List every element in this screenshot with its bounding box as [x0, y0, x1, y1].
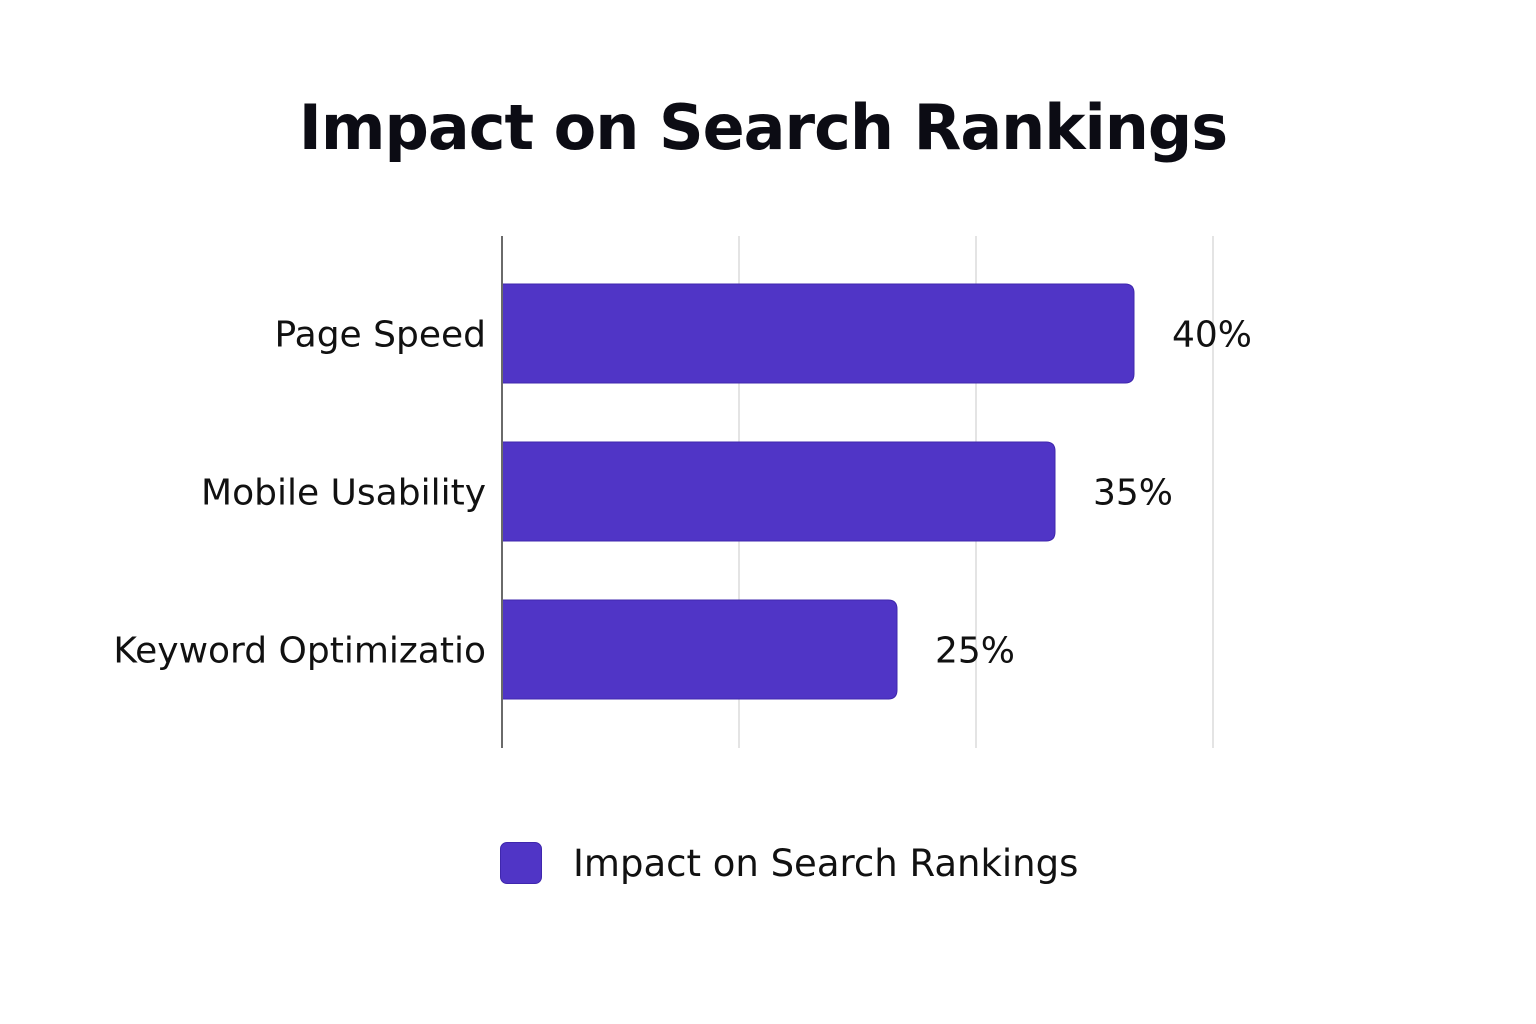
data-label: 40% — [1172, 315, 1252, 356]
category-label: Page Speed — [275, 315, 486, 356]
chart-title: Impact on Search Rankings — [298, 91, 1228, 164]
category-label: Keyword Optimizatio — [113, 631, 486, 672]
bar — [501, 441, 1056, 542]
legend: Impact on Search Rankings — [500, 840, 1078, 886]
bar — [501, 283, 1135, 384]
legend-swatch — [500, 842, 542, 884]
legend-label: Impact on Search Rankings — [573, 841, 1079, 885]
data-label: 25% — [935, 631, 1015, 672]
category-label: Mobile Usability — [201, 473, 486, 514]
bar — [501, 599, 898, 700]
data-label: 35% — [1093, 473, 1173, 514]
